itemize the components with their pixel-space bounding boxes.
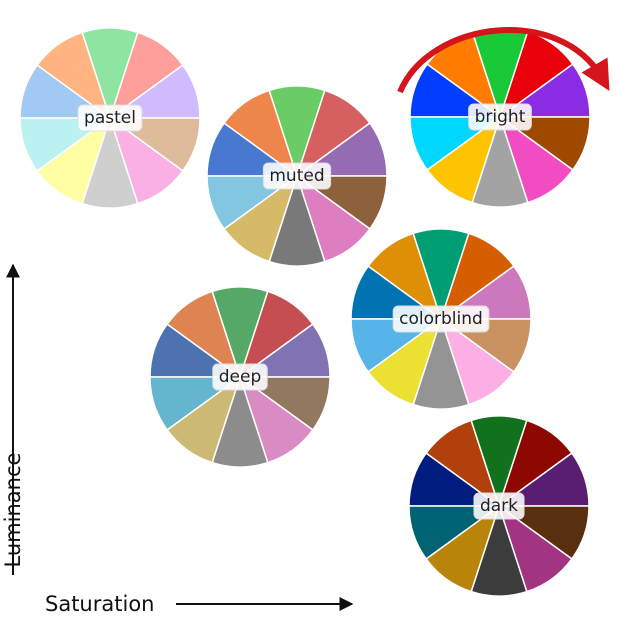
label-box [262,162,332,190]
palette-wheel: colorblind [350,228,532,410]
rotation-arrow [397,27,610,94]
palette-label: dark [480,496,518,516]
label-box [77,104,143,132]
palette-wheel: pastel [19,27,201,209]
y-axis-label: Luminance [1,453,25,568]
palette-wheel: bright [409,26,591,208]
label-box [212,363,268,391]
palette-label: colorblind [399,309,483,329]
palette-wheel: deep [149,286,331,468]
label-box [468,103,532,131]
palette-label: deep [219,367,262,387]
palette-wheel: dark [408,415,590,597]
label-box [473,492,525,520]
x-axis-label: Saturation [45,592,154,616]
palette-label: bright [475,107,526,127]
palette-label: muted [269,166,324,186]
wheels: pastel muted bright colorblind deep dark [19,26,591,597]
palette-wheel: muted [206,85,388,267]
wedge [408,505,502,560]
label-box [392,305,490,333]
palette-label: pastel [84,108,136,128]
